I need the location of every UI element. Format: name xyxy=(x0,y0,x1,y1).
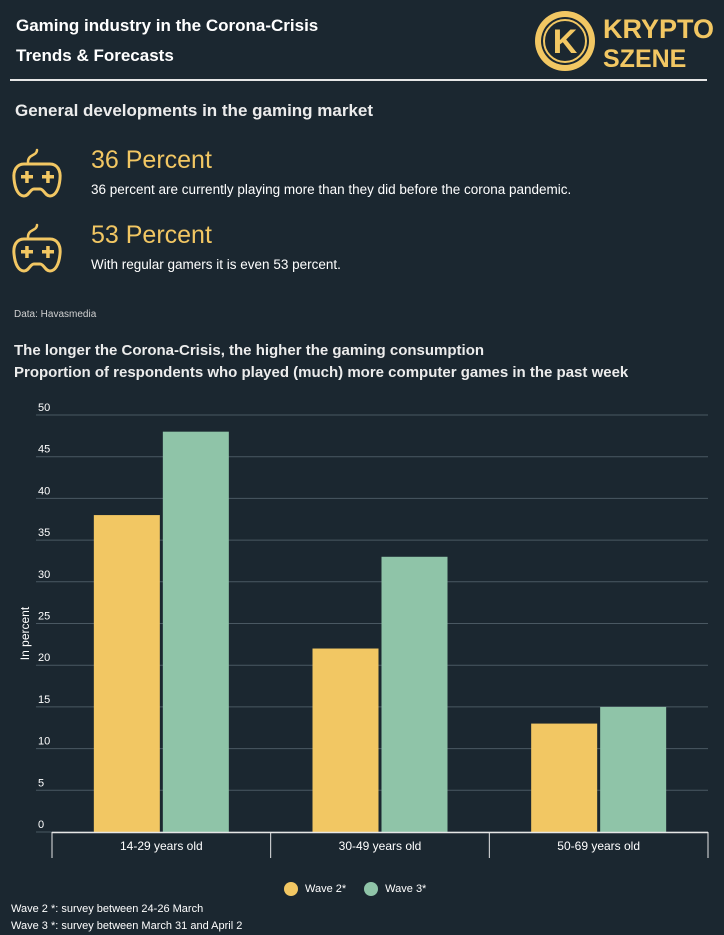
bar xyxy=(600,706,667,832)
logo-line-2: SZENE xyxy=(603,45,686,73)
header-divider xyxy=(10,79,707,81)
y-tick-label: 35 xyxy=(38,527,50,539)
title-line-1: Gaming industry in the Corona-Crisis xyxy=(16,16,319,35)
y-tick-label: 30 xyxy=(38,569,50,581)
stat-block-1: 36 Percent 36 percent are currently play… xyxy=(10,146,710,206)
y-tick-label: 50 xyxy=(38,402,50,414)
chart-legend: Wave 2* Wave 3* xyxy=(284,882,444,896)
legend-label-wave-2: Wave 2* xyxy=(305,883,347,895)
bar xyxy=(381,556,448,832)
page-title: Gaming industry in the Corona-Crisis Tre… xyxy=(16,11,318,71)
legend-swatch-wave-3 xyxy=(364,882,379,896)
logo-line-1: KRYPTO xyxy=(603,14,713,44)
x-tick-label: 50-69 years old xyxy=(557,839,640,853)
note-wave-2: Wave 2 *: survey between 24-26 March xyxy=(11,903,204,915)
x-tick-label: 14-29 years old xyxy=(120,839,203,853)
stat-description: 36 percent are currently playing more th… xyxy=(91,182,572,197)
y-tick-label: 45 xyxy=(38,444,50,456)
legend-label-wave-3: Wave 3* xyxy=(385,883,427,895)
stat-block-2: 53 Percent With regular gamers it is eve… xyxy=(10,221,710,281)
krypto-szene-logo: K KRYPTO SZENE xyxy=(535,11,713,73)
section-title: General developments in the gaming marke… xyxy=(15,101,374,120)
chart-title-line-1: The longer the Corona-Crisis, the higher… xyxy=(14,342,485,359)
y-tick-label: 0 xyxy=(38,819,44,831)
title-line-2: Trends & Forecasts xyxy=(16,46,174,65)
x-tick-label: 30-49 years old xyxy=(339,839,422,853)
gamepad-icon xyxy=(12,223,62,273)
bar-chart: 0 5 10 15 20 25 30 35 40 45 50 In percent 14-29 year… xyxy=(18,402,709,858)
bar xyxy=(531,723,598,832)
legend-swatch-wave-2 xyxy=(284,882,298,896)
bar xyxy=(93,515,160,832)
gamepad-icon xyxy=(12,148,62,198)
chart-title-line-2: Proportion of respondents who played (mu… xyxy=(14,364,629,381)
bar xyxy=(162,431,229,832)
y-tick-label: 40 xyxy=(38,485,50,497)
data-source: Data: Havasmedia xyxy=(14,309,97,320)
y-tick-label: 25 xyxy=(38,611,50,623)
stat-headline: 36 Percent xyxy=(91,146,212,174)
y-tick-label: 10 xyxy=(38,736,50,748)
y-axis-label: In percent xyxy=(18,606,32,660)
y-tick-label: 5 xyxy=(38,777,44,789)
stat-description: With regular gamers it is even 53 percen… xyxy=(91,257,341,272)
y-tick-label: 20 xyxy=(38,652,50,664)
bar xyxy=(312,648,379,832)
y-tick-label: 15 xyxy=(38,694,50,706)
chart-title: The longer the Corona-Crisis, the higher… xyxy=(14,340,628,384)
stat-headline: 53 Percent xyxy=(91,221,212,249)
survey-notes: Wave 2 *: survey between 24-26 March Wav… xyxy=(11,901,242,935)
logo-monogram: K xyxy=(553,23,578,61)
note-wave-3: Wave 3 *: survey between March 31 and Ap… xyxy=(11,920,243,932)
